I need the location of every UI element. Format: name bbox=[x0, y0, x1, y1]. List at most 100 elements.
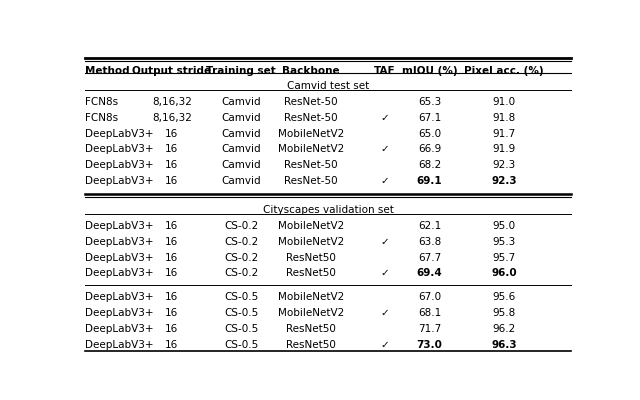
Text: CS-0.5: CS-0.5 bbox=[224, 308, 259, 318]
Text: ✓: ✓ bbox=[381, 308, 389, 318]
Text: MobileNetV2: MobileNetV2 bbox=[278, 308, 344, 318]
Text: 16: 16 bbox=[165, 176, 179, 186]
Text: 91.9: 91.9 bbox=[492, 144, 516, 154]
Text: ✓: ✓ bbox=[381, 268, 389, 278]
Text: DeepLabV3+: DeepLabV3+ bbox=[85, 176, 154, 186]
Text: 62.1: 62.1 bbox=[418, 221, 442, 231]
Text: CS-0.5: CS-0.5 bbox=[224, 324, 259, 334]
Text: ResNet50: ResNet50 bbox=[285, 252, 335, 262]
Text: 71.7: 71.7 bbox=[418, 324, 442, 334]
Text: CS-0.2: CS-0.2 bbox=[224, 268, 259, 278]
Text: MobileNetV2: MobileNetV2 bbox=[278, 128, 344, 138]
Text: Camvid: Camvid bbox=[221, 128, 261, 138]
Text: MobileNetV2: MobileNetV2 bbox=[278, 221, 344, 231]
Text: 63.8: 63.8 bbox=[418, 237, 442, 247]
Text: 16: 16 bbox=[165, 268, 179, 278]
Text: 92.3: 92.3 bbox=[492, 176, 517, 186]
Text: DeepLabV3+: DeepLabV3+ bbox=[85, 144, 154, 154]
Text: MobileNetV2: MobileNetV2 bbox=[278, 144, 344, 154]
Text: 95.0: 95.0 bbox=[493, 221, 516, 231]
Text: DeepLabV3+: DeepLabV3+ bbox=[85, 292, 154, 302]
Text: 95.8: 95.8 bbox=[492, 308, 516, 318]
Text: CS-0.5: CS-0.5 bbox=[224, 340, 259, 350]
Text: ResNet50: ResNet50 bbox=[285, 268, 335, 278]
Text: Training set: Training set bbox=[206, 66, 276, 76]
Text: 16: 16 bbox=[165, 237, 179, 247]
Text: FCN8s: FCN8s bbox=[85, 113, 118, 123]
Text: Camvid: Camvid bbox=[221, 160, 261, 170]
Text: 16: 16 bbox=[165, 252, 179, 262]
Text: 92.3: 92.3 bbox=[492, 160, 516, 170]
Text: DeepLabV3+: DeepLabV3+ bbox=[85, 237, 154, 247]
Text: 68.2: 68.2 bbox=[418, 160, 442, 170]
Text: Camvid: Camvid bbox=[221, 176, 261, 186]
Text: 91.0: 91.0 bbox=[493, 97, 516, 107]
Text: 16: 16 bbox=[165, 221, 179, 231]
Text: 16: 16 bbox=[165, 144, 179, 154]
Text: 16: 16 bbox=[165, 160, 179, 170]
Text: Cityscapes validation set: Cityscapes validation set bbox=[262, 205, 394, 215]
Text: Backbone: Backbone bbox=[282, 66, 339, 76]
Text: ✓: ✓ bbox=[381, 237, 389, 247]
Text: ✓: ✓ bbox=[381, 340, 389, 350]
Text: 65.0: 65.0 bbox=[418, 128, 441, 138]
Text: 16: 16 bbox=[165, 324, 179, 334]
Text: 16: 16 bbox=[165, 340, 179, 350]
Text: 73.0: 73.0 bbox=[417, 340, 443, 350]
Text: ResNet-50: ResNet-50 bbox=[284, 176, 337, 186]
Text: DeepLabV3+: DeepLabV3+ bbox=[85, 252, 154, 262]
Text: MobileNetV2: MobileNetV2 bbox=[278, 292, 344, 302]
Text: ResNet50: ResNet50 bbox=[285, 324, 335, 334]
Text: DeepLabV3+: DeepLabV3+ bbox=[85, 268, 154, 278]
Text: 67.1: 67.1 bbox=[418, 113, 442, 123]
Text: 95.7: 95.7 bbox=[492, 252, 516, 262]
Text: DeepLabV3+: DeepLabV3+ bbox=[85, 340, 154, 350]
Text: TAF: TAF bbox=[374, 66, 396, 76]
Text: ResNet-50: ResNet-50 bbox=[284, 160, 337, 170]
Text: Output stride: Output stride bbox=[132, 66, 211, 76]
Text: ✓: ✓ bbox=[381, 113, 389, 123]
Text: 67.7: 67.7 bbox=[418, 252, 442, 262]
Text: Pixel acc. (%): Pixel acc. (%) bbox=[464, 66, 544, 76]
Text: 91.8: 91.8 bbox=[492, 113, 516, 123]
Text: 66.9: 66.9 bbox=[418, 144, 442, 154]
Text: DeepLabV3+: DeepLabV3+ bbox=[85, 128, 154, 138]
Text: CS-0.2: CS-0.2 bbox=[224, 221, 259, 231]
Text: ResNet-50: ResNet-50 bbox=[284, 113, 337, 123]
Text: Method: Method bbox=[85, 66, 129, 76]
Text: CS-0.2: CS-0.2 bbox=[224, 252, 259, 262]
Text: DeepLabV3+: DeepLabV3+ bbox=[85, 221, 154, 231]
Text: MobileNetV2: MobileNetV2 bbox=[278, 237, 344, 247]
Text: DeepLabV3+: DeepLabV3+ bbox=[85, 308, 154, 318]
Text: 69.1: 69.1 bbox=[417, 176, 442, 186]
Text: CS-0.2: CS-0.2 bbox=[224, 237, 259, 247]
Text: 8,16,32: 8,16,32 bbox=[152, 97, 192, 107]
Text: 16: 16 bbox=[165, 128, 179, 138]
Text: DeepLabV3+: DeepLabV3+ bbox=[85, 160, 154, 170]
Text: ResNet-50: ResNet-50 bbox=[284, 97, 337, 107]
Text: 16: 16 bbox=[165, 308, 179, 318]
Text: Camvid: Camvid bbox=[221, 113, 261, 123]
Text: 69.4: 69.4 bbox=[417, 268, 442, 278]
Text: 68.1: 68.1 bbox=[418, 308, 442, 318]
Text: 16: 16 bbox=[165, 292, 179, 302]
Text: 96.2: 96.2 bbox=[492, 324, 516, 334]
Text: Camvid test set: Camvid test set bbox=[287, 81, 369, 91]
Text: CS-0.5: CS-0.5 bbox=[224, 292, 259, 302]
Text: 95.3: 95.3 bbox=[492, 237, 516, 247]
Text: mIOU (%): mIOU (%) bbox=[402, 66, 458, 76]
Text: 91.7: 91.7 bbox=[492, 128, 516, 138]
Text: 65.3: 65.3 bbox=[418, 97, 442, 107]
Text: DeepLabV3+: DeepLabV3+ bbox=[85, 324, 154, 334]
Text: 96.0: 96.0 bbox=[492, 268, 517, 278]
Text: ResNet50: ResNet50 bbox=[285, 340, 335, 350]
Text: ✓: ✓ bbox=[381, 176, 389, 186]
Text: ✓: ✓ bbox=[381, 144, 389, 154]
Text: 67.0: 67.0 bbox=[418, 292, 441, 302]
Text: Camvid: Camvid bbox=[221, 97, 261, 107]
Text: 95.6: 95.6 bbox=[492, 292, 516, 302]
Text: FCN8s: FCN8s bbox=[85, 97, 118, 107]
Text: Camvid: Camvid bbox=[221, 144, 261, 154]
Text: 8,16,32: 8,16,32 bbox=[152, 113, 192, 123]
Text: 96.3: 96.3 bbox=[492, 340, 517, 350]
